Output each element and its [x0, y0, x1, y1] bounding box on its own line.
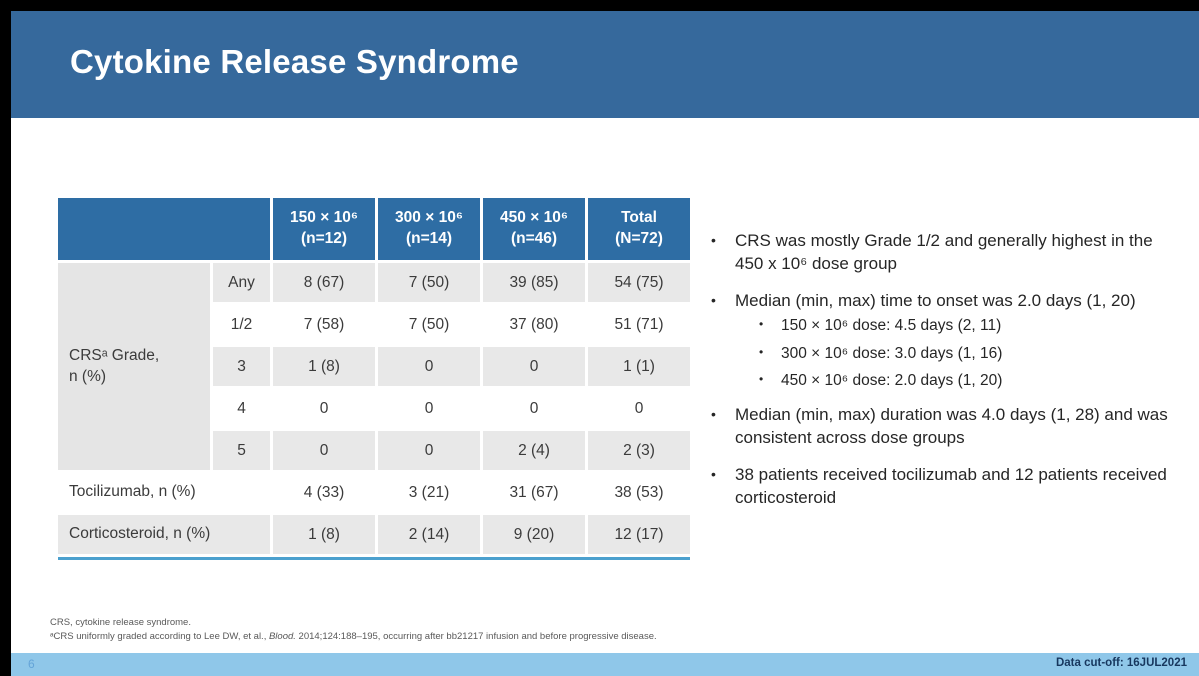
col-header-n-label: (n=14)	[405, 230, 453, 247]
value-cell: 2 (3)	[588, 431, 690, 470]
value-cell: 1 (8)	[273, 347, 375, 386]
grade-cell: 5	[213, 431, 270, 470]
table-row-grade-3: 3 1 (8) 0 0 1 (1)	[58, 347, 690, 386]
bullet-duration: Median (min, max) duration was 4.0 days …	[711, 403, 1179, 450]
bullet-text: Median (min, max) time to onset was 2.0 …	[735, 290, 1136, 310]
table-row-grade-any: CRSᵃ Grade, n (%) Any 8 (67) 7 (50) 39 (…	[58, 263, 690, 470]
value-cell: 7 (50)	[378, 263, 480, 302]
value-cell: 7 (58)	[273, 305, 375, 344]
col-header-dose-300: 300 × 10⁶ (n=14)	[378, 198, 480, 260]
value-cell: 2 (4)	[483, 431, 585, 470]
footnotes: CRS, cytokine release syndrome. ᵃCRS uni…	[50, 616, 657, 643]
bullet-icon	[759, 371, 781, 391]
value-cell: 1 (1)	[588, 347, 690, 386]
row-label-tocilizumab: Tocilizumab, n (%)	[58, 473, 270, 512]
value-cell: 0	[483, 347, 585, 386]
sub-bullet-text: 450 × 10⁶ dose: 2.0 days (1, 20)	[781, 371, 1003, 389]
bullet-text: 38 patients received tocilizumab and 12 …	[735, 464, 1167, 508]
bullet-treatment: 38 patients received tocilizumab and 12 …	[711, 463, 1179, 510]
col-header-dose-450: 450 × 10⁶ (n=46)	[483, 198, 585, 260]
value-cell: 7 (50)	[378, 305, 480, 344]
value-cell: 8 (67)	[273, 263, 375, 302]
sub-bullet-dose-450: 450 × 10⁶ dose: 2.0 days (1, 20)	[759, 371, 1179, 391]
bullet-icon	[711, 229, 735, 276]
crs-results-table: 150 × 10⁶ (n=12) 300 × 10⁶ (n=14) 450 × …	[55, 195, 693, 557]
footnote-abbreviation: CRS, cytokine release syndrome.	[50, 617, 191, 629]
col-header-n-label: (n=12)	[300, 230, 348, 247]
col-header-dose-label: Total	[621, 209, 657, 227]
bullet-icon	[711, 289, 735, 312]
value-cell: 39 (85)	[483, 263, 585, 302]
value-cell: 1 (8)	[273, 515, 375, 554]
grade-group-label-line1: CRSᵃ Grade,	[69, 346, 160, 364]
grade-group-label-line2: n (%)	[69, 367, 107, 385]
bullet-icon	[711, 403, 735, 450]
table-row-tocilizumab: Tocilizumab, n (%) 4 (33) 3 (21) 31 (67)…	[58, 473, 690, 512]
value-cell: 0	[378, 347, 480, 386]
col-header-dose-150: 150 × 10⁶ (n=12)	[273, 198, 375, 260]
header-bar: Cytokine Release Syndrome	[11, 11, 1199, 118]
col-header-dose-label: 150 × 10⁶	[290, 209, 358, 227]
col-header-total: Total (N=72)	[588, 198, 690, 260]
grade-cell: 4	[213, 389, 270, 428]
bullet-text: Median (min, max) duration was 4.0 days …	[735, 404, 1168, 448]
bullet-crs-grade: CRS was mostly Grade 1/2 and generally h…	[711, 229, 1179, 276]
grade-group-label: CRSᵃ Grade, n (%)	[58, 263, 210, 470]
value-cell: 38 (53)	[588, 473, 690, 512]
value-cell: 0	[378, 431, 480, 470]
col-header-dose-label: 300 × 10⁶	[395, 209, 463, 227]
row-label-corticosteroid: Corticosteroid, n (%)	[58, 515, 270, 554]
value-cell: 0	[483, 389, 585, 428]
value-cell: 37 (80)	[483, 305, 585, 344]
value-cell: 2 (14)	[378, 515, 480, 554]
value-cell: 51 (71)	[588, 305, 690, 344]
bullet-time-to-onset: Median (min, max) time to onset was 2.0 …	[711, 289, 1179, 312]
slide: Cytokine Release Syndrome 150 × 10⁶ (n=1…	[11, 11, 1199, 676]
value-cell: 12 (17)	[588, 515, 690, 554]
footnote-text: ᵃCRS uniformly graded according to Lee D…	[50, 630, 269, 642]
value-cell: 54 (75)	[588, 263, 690, 302]
value-cell: 0	[273, 431, 375, 470]
footer-bar: 6 Data cut-off: 16JUL2021	[11, 653, 1199, 676]
footnote-text: 2014;124:188–195, occurring after bb2121…	[295, 630, 657, 642]
col-header-n-label: (N=72)	[615, 230, 663, 247]
sub-bullet-text: 150 × 10⁶ dose: 4.5 days (2, 11)	[781, 317, 1002, 335]
summary-bullets: CRS was mostly Grade 1/2 and generally h…	[711, 229, 1179, 523]
value-cell: 0	[588, 389, 690, 428]
bullet-icon	[759, 344, 781, 364]
sub-bullet-dose-150: 150 × 10⁶ dose: 4.5 days (2, 11)	[759, 316, 1179, 336]
table-row-grade-1-2: 1/2 7 (58) 7 (50) 37 (80) 51 (71)	[58, 305, 690, 344]
page-number: 6	[28, 657, 35, 671]
table-corner-cell	[58, 198, 270, 260]
value-cell: 0	[273, 389, 375, 428]
col-header-dose-label: 450 × 10⁶	[500, 209, 568, 227]
table-row-grade-5: 5 0 0 2 (4) 2 (3)	[58, 431, 690, 470]
value-cell: 3 (21)	[378, 473, 480, 512]
data-cutoff-label: Data cut-off: 16JUL2021	[1055, 657, 1187, 669]
col-header-n-label: (n=46)	[510, 230, 558, 247]
table-header-row: 150 × 10⁶ (n=12) 300 × 10⁶ (n=14) 450 × …	[58, 198, 690, 260]
sub-bullet-text: 300 × 10⁶ dose: 3.0 days (1, 16)	[781, 344, 1003, 362]
page-title: Cytokine Release Syndrome	[70, 43, 519, 80]
bullet-text: CRS was mostly Grade 1/2 and generally h…	[735, 231, 1153, 274]
value-cell: 31 (67)	[483, 473, 585, 512]
grade-cell: Any	[213, 263, 270, 302]
crs-table-container: 150 × 10⁶ (n=12) 300 × 10⁶ (n=14) 450 × …	[55, 195, 693, 560]
footnote-grading-reference: ᵃCRS uniformly graded according to Lee D…	[50, 630, 657, 643]
grade-cell: 1/2	[213, 305, 270, 344]
table-row-corticosteroid: Corticosteroid, n (%) 1 (8) 2 (14) 9 (20…	[58, 515, 690, 554]
grade-cell: 3	[213, 347, 270, 386]
footnote-journal-italic: Blood.	[268, 630, 296, 642]
table-bottom-border	[58, 557, 690, 560]
sub-bullet-dose-300: 300 × 10⁶ dose: 3.0 days (1, 16)	[759, 344, 1179, 364]
value-cell: 0	[378, 389, 480, 428]
bullet-icon	[711, 463, 735, 510]
table-row-grade-4: 4 0 0 0 0	[58, 389, 690, 428]
value-cell: 9 (20)	[483, 515, 585, 554]
dose-sub-bullets: 150 × 10⁶ dose: 4.5 days (2, 11) 300 × 1…	[759, 316, 1179, 390]
value-cell: 4 (33)	[273, 473, 375, 512]
bullet-icon	[759, 316, 781, 336]
